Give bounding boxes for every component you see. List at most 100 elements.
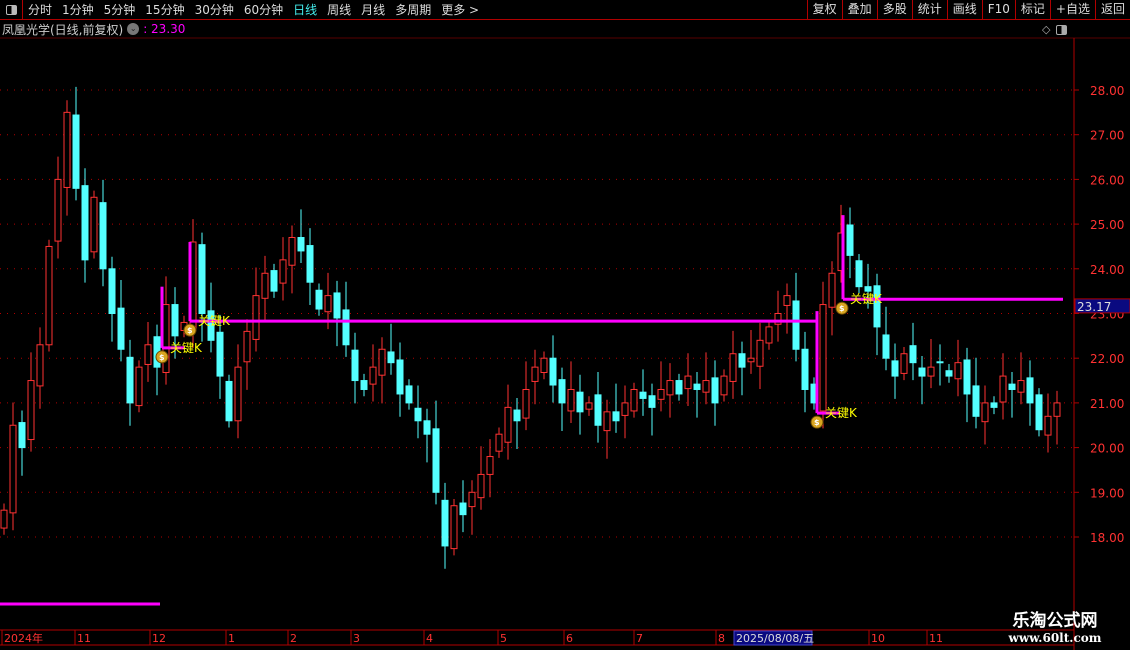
time-label: 7	[636, 632, 643, 645]
candle-body	[405, 385, 413, 404]
draw-line-button[interactable]: 画线	[946, 0, 982, 19]
back-button[interactable]: 返回	[1094, 0, 1130, 19]
overlay-button[interactable]: 叠加	[841, 0, 877, 19]
candle-body	[396, 359, 404, 395]
time-label: 10	[871, 632, 885, 645]
time-label: 8	[718, 632, 725, 645]
candle-body	[756, 339, 764, 367]
diamond-icon[interactable]: ◇	[1042, 23, 1051, 36]
time-label: 12	[152, 632, 166, 645]
period-multi[interactable]: 多周期	[395, 3, 432, 17]
candle-body	[297, 237, 305, 252]
period-1min[interactable]: 1分钟	[62, 3, 94, 17]
f10-button[interactable]: F10	[981, 0, 1015, 19]
candle-body	[648, 395, 656, 408]
price-tick-label: 27.00	[1090, 129, 1124, 143]
candle-body	[441, 499, 449, 547]
period-daily[interactable]: 日线	[293, 3, 318, 17]
candle-body	[819, 304, 827, 412]
chevron-down-icon[interactable]: ⌄	[127, 23, 140, 35]
add-watchlist-button[interactable]: +自选	[1049, 0, 1095, 19]
adjust-button[interactable]: 复权	[806, 0, 842, 19]
candle-body	[801, 348, 809, 390]
mark-button[interactable]: 标记	[1014, 0, 1050, 19]
candle-body	[1044, 415, 1052, 436]
period-30min[interactable]: 30分钟	[194, 3, 234, 17]
candle-body	[216, 331, 224, 377]
candle-body	[72, 114, 80, 189]
candle-body	[234, 366, 242, 422]
candle-body	[90, 196, 98, 253]
period-60min[interactable]: 60分钟	[243, 3, 284, 17]
top-toolbar: 分时 1分钟 5分钟 15分钟 30分钟 60分钟 日线 周线 月线 多周期 更…	[0, 0, 1130, 20]
candle-body	[666, 380, 674, 396]
candle-body	[36, 344, 44, 387]
time-label: 2	[290, 632, 297, 645]
candle-body	[954, 362, 962, 380]
candle-body	[1053, 402, 1061, 417]
candle-body	[855, 260, 863, 288]
period-monthly[interactable]: 月线	[361, 3, 386, 17]
candle-body	[729, 353, 737, 382]
candle-body	[1026, 377, 1034, 404]
time-label: 4	[426, 632, 433, 645]
candle-body	[504, 406, 512, 443]
candle-body	[288, 237, 296, 266]
panel-toggle-icon[interactable]	[0, 0, 23, 19]
panel-toggle-icon[interactable]	[1056, 24, 1068, 35]
candle-body	[306, 245, 314, 283]
candle-body	[252, 295, 260, 340]
candle-body	[81, 185, 89, 261]
candle-body	[423, 420, 431, 435]
candle-body	[0, 509, 8, 529]
candle-body	[351, 349, 359, 382]
cursor-date-tag	[733, 630, 813, 646]
candle-body	[684, 375, 692, 390]
candle-body	[459, 502, 467, 516]
candle-body	[450, 505, 458, 550]
candle-body	[477, 473, 485, 499]
period-15min[interactable]: 15分钟	[145, 3, 185, 17]
period-intraday[interactable]: 分时	[28, 3, 53, 17]
money-bag-icon-glyph: $	[187, 326, 193, 335]
period-5min[interactable]: 5分钟	[103, 3, 136, 17]
candle-body	[333, 292, 341, 319]
candle-body	[387, 351, 395, 364]
candle-body	[765, 326, 773, 344]
candle-body	[135, 366, 143, 407]
candle-body	[711, 377, 719, 404]
candle-body	[639, 391, 647, 399]
price-tick-label: 25.00	[1090, 218, 1124, 232]
candle-body	[702, 380, 710, 393]
period-weekly[interactable]: 周线	[327, 3, 352, 17]
candle-body	[63, 111, 71, 188]
multi-stock-button[interactable]: 多股	[876, 0, 912, 19]
candle-body	[693, 383, 701, 390]
candle-body	[792, 300, 800, 350]
candle-body	[999, 375, 1007, 403]
candle-body	[513, 409, 521, 422]
candle-body	[747, 357, 755, 363]
candle-body	[900, 353, 908, 374]
candle-body	[864, 286, 872, 292]
time-label: 3	[353, 632, 360, 645]
time-label: 11	[929, 632, 943, 645]
money-bag-icon-glyph: $	[159, 353, 165, 362]
candle-body	[594, 394, 602, 426]
candle-body	[522, 388, 530, 419]
cursor-date-label: 2025/08/08/五	[736, 632, 814, 645]
candle-body	[585, 402, 593, 410]
period-more[interactable]: 更多 >	[441, 3, 480, 17]
candle-body	[225, 380, 233, 422]
chart-tools: ◇	[1042, 23, 1068, 36]
candle-body	[315, 289, 323, 310]
price-tick-label: 21.00	[1090, 397, 1124, 411]
candle-body	[972, 385, 980, 417]
statistics-button[interactable]: 统计	[911, 0, 947, 19]
candle-body	[549, 357, 557, 386]
watermark-url: www.60lt.com	[1008, 631, 1102, 645]
candle-body	[675, 380, 683, 395]
key-k-label: 关键K	[825, 406, 858, 420]
money-bag-icon	[810, 415, 824, 429]
